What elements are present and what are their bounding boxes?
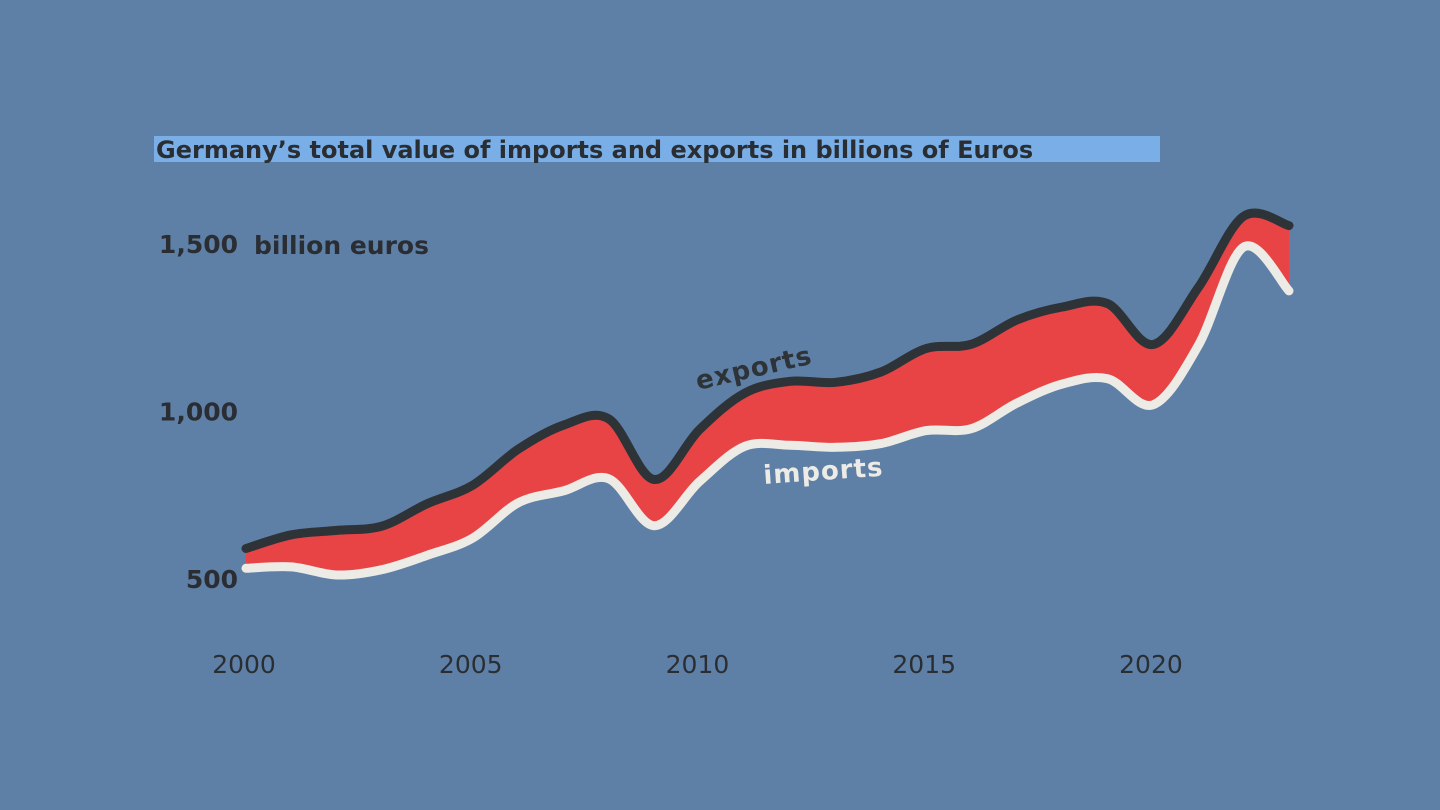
x-tick-label: 2000: [212, 650, 276, 679]
x-tick-label: 2010: [666, 650, 730, 679]
x-tick-labels: 2000 2005 2010 2015 2020: [212, 650, 1183, 679]
chart-title: Germany’s total value of imports and exp…: [156, 136, 1033, 164]
band-layer: [246, 213, 1289, 576]
series-line-imports: [241, 241, 1294, 580]
title-highlight: [154, 136, 1160, 162]
y-tick-label: 1,500: [159, 230, 238, 259]
line-layer: [241, 208, 1294, 580]
y-axis-unit-label: billion euros: [254, 231, 429, 260]
x-tick-label: 2020: [1119, 650, 1183, 679]
x-tick-label: 2005: [439, 650, 503, 679]
series-line-exports: [241, 208, 1294, 553]
y-tick-label: 1,000: [159, 398, 238, 427]
series-label-imports: imports: [762, 453, 884, 491]
y-tick-labels: 500 1,000 1,500: [159, 230, 238, 594]
band-exports-imports: [246, 213, 1289, 576]
y-tick-label: 500: [186, 565, 238, 594]
x-tick-label: 2015: [892, 650, 956, 679]
